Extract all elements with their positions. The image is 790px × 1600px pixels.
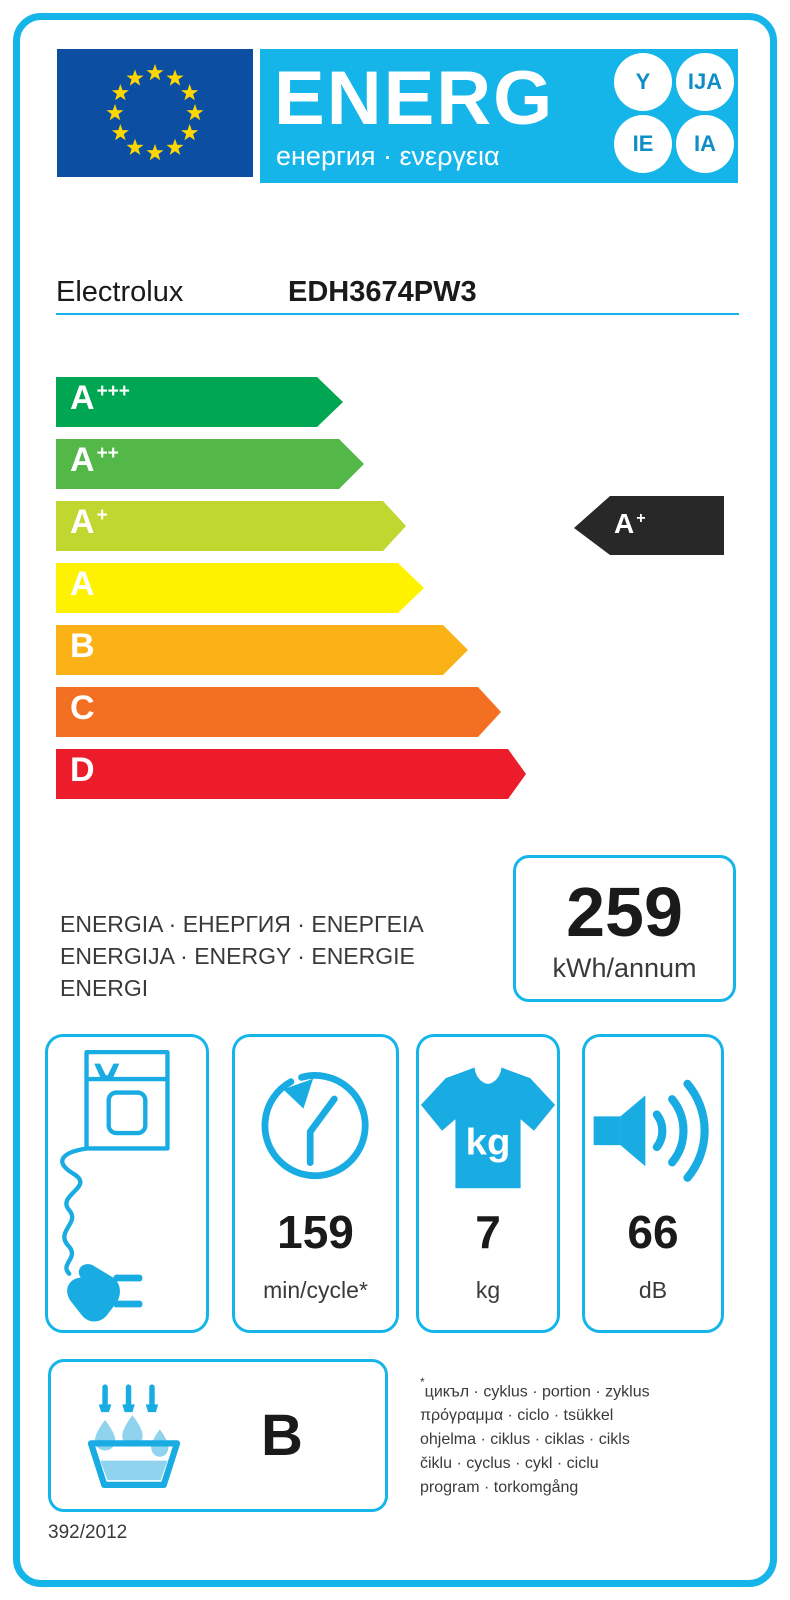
svg-text:kg: kg: [466, 1121, 511, 1164]
